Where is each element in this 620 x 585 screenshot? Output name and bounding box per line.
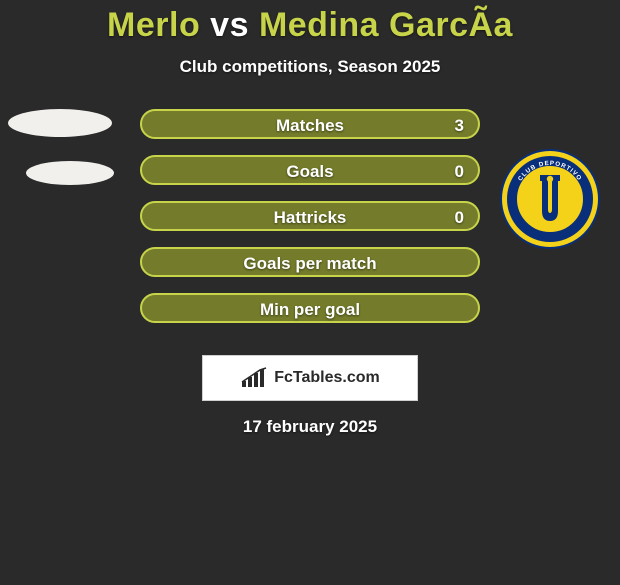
stat-row-mpg: Min per goal: [0, 293, 620, 339]
title-right: Medina GarcÃ­a: [259, 6, 513, 44]
stat-row-matches: Matches 3: [0, 109, 620, 155]
stat-label: Matches: [142, 111, 478, 137]
subtitle: Club competitions, Season 2025: [0, 57, 620, 77]
page-title: Merlo vs Medina GarcÃ­a: [0, 6, 620, 45]
stat-label: Goals: [142, 157, 478, 183]
stat-pill: Goals per match: [140, 247, 480, 277]
footer-date: 17 february 2025: [0, 417, 620, 437]
brand-box: FcTables.com: [202, 355, 418, 401]
stat-value: 0: [455, 157, 464, 187]
brand-bars-icon: [240, 367, 268, 389]
stat-pill: Matches 3: [140, 109, 480, 139]
stat-row-gpm: Goals per match: [0, 247, 620, 293]
title-left: Merlo: [107, 6, 200, 44]
stat-pill: Goals 0: [140, 155, 480, 185]
stat-label: Hattricks: [142, 203, 478, 229]
stat-pill: Hattricks 0: [140, 201, 480, 231]
stat-value: 0: [455, 203, 464, 233]
stat-label: Min per goal: [142, 295, 478, 321]
brand-text: FcTables.com: [274, 369, 380, 387]
stat-label: Goals per match: [142, 249, 478, 275]
stats-block: CLUB DEPORTIVO Matches 3 Goals 0 Hattric…: [0, 109, 620, 339]
content: Merlo vs Medina GarcÃ­a Club competition…: [0, 0, 620, 437]
stat-value: 3: [455, 111, 464, 141]
stat-row-goals: Goals 0: [0, 155, 620, 201]
stat-pill: Min per goal: [140, 293, 480, 323]
title-vs: vs: [200, 6, 259, 44]
stat-row-hattricks: Hattricks 0: [0, 201, 620, 247]
